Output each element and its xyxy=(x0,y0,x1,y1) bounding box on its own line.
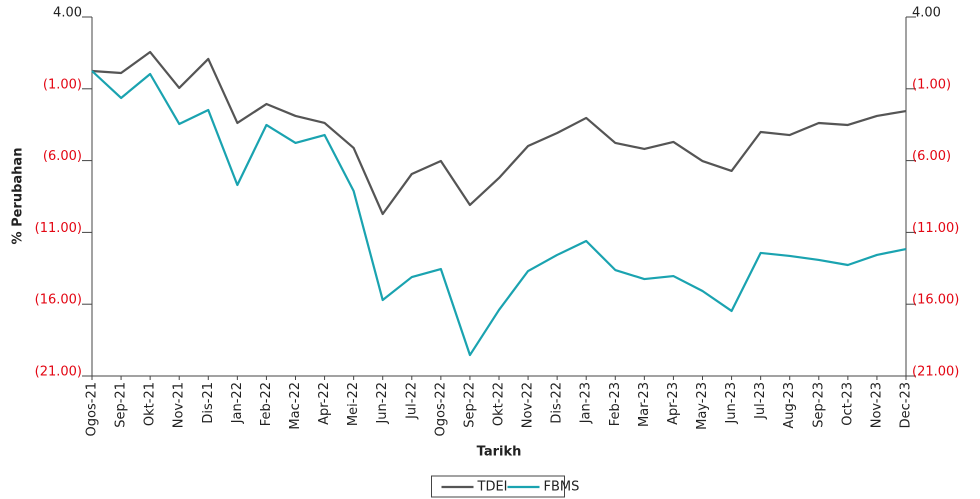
y-tick-label: (11.00) xyxy=(35,221,82,236)
y2-tick-label: (6.00) xyxy=(912,149,951,164)
x-tick-label: Dec-23 xyxy=(899,382,914,428)
y-tick-label: (21.00) xyxy=(35,365,82,380)
y2-tick-label: (16.00) xyxy=(912,293,959,308)
y-tick-label: (6.00) xyxy=(43,149,82,164)
x-tick-label: Jul-22 xyxy=(404,382,419,420)
x-tick-label: Feb-22 xyxy=(259,382,274,426)
legend-box xyxy=(431,475,565,498)
line-series xyxy=(91,70,907,357)
x-tick-label: Sep-21 xyxy=(114,382,129,428)
y-tick-label: (16.00) xyxy=(35,293,82,308)
x-tick-label: May-23 xyxy=(695,382,710,430)
legend-label: FBMS xyxy=(544,480,580,495)
y2-tick-label: (21.00) xyxy=(912,365,959,380)
x-tick-label: Oct-23 xyxy=(840,382,855,426)
y2-tick-label: (11.00) xyxy=(912,221,959,236)
x-tick-label: Apr-23 xyxy=(666,382,681,425)
x-tick-label: Mar-23 xyxy=(637,382,652,427)
x-tick-label: Mei-22 xyxy=(346,382,361,426)
x-tick-label: Ogos-21 xyxy=(85,382,100,436)
x-tick-label: Sep-23 xyxy=(811,382,826,428)
x-tick-label: Okt-21 xyxy=(143,382,158,426)
line-series xyxy=(91,50,907,216)
x-tick-label: Nov-22 xyxy=(521,382,536,428)
y2-tick-label: 4.00 xyxy=(912,6,941,21)
x-tick-label: Dis-22 xyxy=(550,382,565,424)
x-tick-label: Sep-22 xyxy=(462,382,477,428)
y-axis-label: % Perubahan xyxy=(11,148,26,245)
x-tick-label: Aug-23 xyxy=(782,382,797,429)
x-tick-label: Nov-23 xyxy=(869,382,884,428)
x-tick-label: Jan-23 xyxy=(579,382,594,424)
y2-tick-label: (1.00) xyxy=(912,77,951,92)
y-tick-label: (1.00) xyxy=(43,77,82,92)
y-tick-label: 4.00 xyxy=(53,6,82,21)
x-tick-label: Ogos-22 xyxy=(433,382,448,436)
x-tick-label: Mac-22 xyxy=(288,382,303,430)
x-tick-label: Jul-23 xyxy=(753,382,768,420)
x-tick-label: Nov-21 xyxy=(172,382,187,428)
x-tick-label: Dis-21 xyxy=(201,382,216,424)
x-tick-label: Apr-22 xyxy=(317,382,332,425)
x-tick-label: Jun-22 xyxy=(375,382,390,425)
x-tick-label: Feb-23 xyxy=(608,382,623,426)
x-tick-label: Jun-23 xyxy=(724,382,739,425)
x-tick-label: Okt-22 xyxy=(492,382,507,426)
x-axis-label: Tarikh xyxy=(477,445,522,460)
x-tick-label: Jan-22 xyxy=(230,382,245,424)
legend-label: TDEI xyxy=(477,480,508,495)
